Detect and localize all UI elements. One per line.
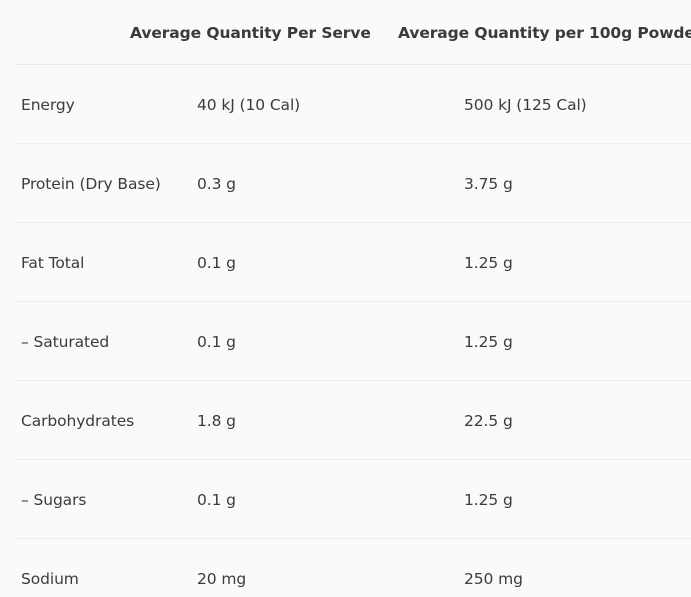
table-row: – Sugars 0.1 g 1.25 g: [16, 460, 691, 539]
per-serve-value: 1.8 g: [197, 412, 236, 430]
table-row: Protein (Dry Base) 0.3 g 3.75 g: [16, 144, 691, 223]
nutrient-name: Carbohydrates: [21, 412, 135, 430]
per-100g-value: 3.75 g: [464, 175, 513, 193]
table-row: – Saturated 0.1 g 1.25 g: [16, 302, 691, 381]
table-row: Sodium 20 mg 250 mg: [16, 539, 691, 597]
per-100g-value: 1.25 g: [464, 491, 513, 509]
per-serve-value: 20 mg: [197, 570, 247, 588]
per-serve-value: 0.1 g: [197, 254, 236, 272]
table-row: Carbohydrates 1.8 g 22.5 g: [16, 381, 691, 460]
table-row: Fat Total 0.1 g 1.25 g: [16, 223, 691, 302]
per-100g-value: 250 mg: [464, 570, 523, 588]
per-100g-value: 500 kJ (125 Cal): [464, 96, 587, 114]
per-serve-value: 0.1 g: [197, 491, 236, 509]
nutrient-name: Sodium: [21, 570, 79, 588]
table-header-row: Average Quantity Per Serve Average Quant…: [16, 0, 691, 65]
nutrient-name: Protein (Dry Base): [21, 175, 161, 193]
nutrient-name: – Saturated: [21, 333, 110, 351]
per-100g-value: 1.25 g: [464, 333, 513, 351]
header-per-serve: Average Quantity Per Serve: [130, 24, 371, 42]
nutrient-name: Energy: [21, 96, 75, 114]
header-per-100g: Average Quantity per 100g Powder: [398, 24, 691, 42]
per-100g-value: 1.25 g: [464, 254, 513, 272]
nutrient-name: – Sugars: [21, 491, 87, 509]
per-serve-value: 0.3 g: [197, 175, 236, 193]
per-serve-value: 0.1 g: [197, 333, 236, 351]
table-row: Energy 40 kJ (10 Cal) 500 kJ (125 Cal): [16, 65, 691, 144]
per-100g-value: 22.5 g: [464, 412, 513, 430]
per-serve-value: 40 kJ (10 Cal): [197, 96, 301, 114]
nutrient-name: Fat Total: [21, 254, 85, 272]
nutrition-table: Average Quantity Per Serve Average Quant…: [16, 0, 691, 597]
